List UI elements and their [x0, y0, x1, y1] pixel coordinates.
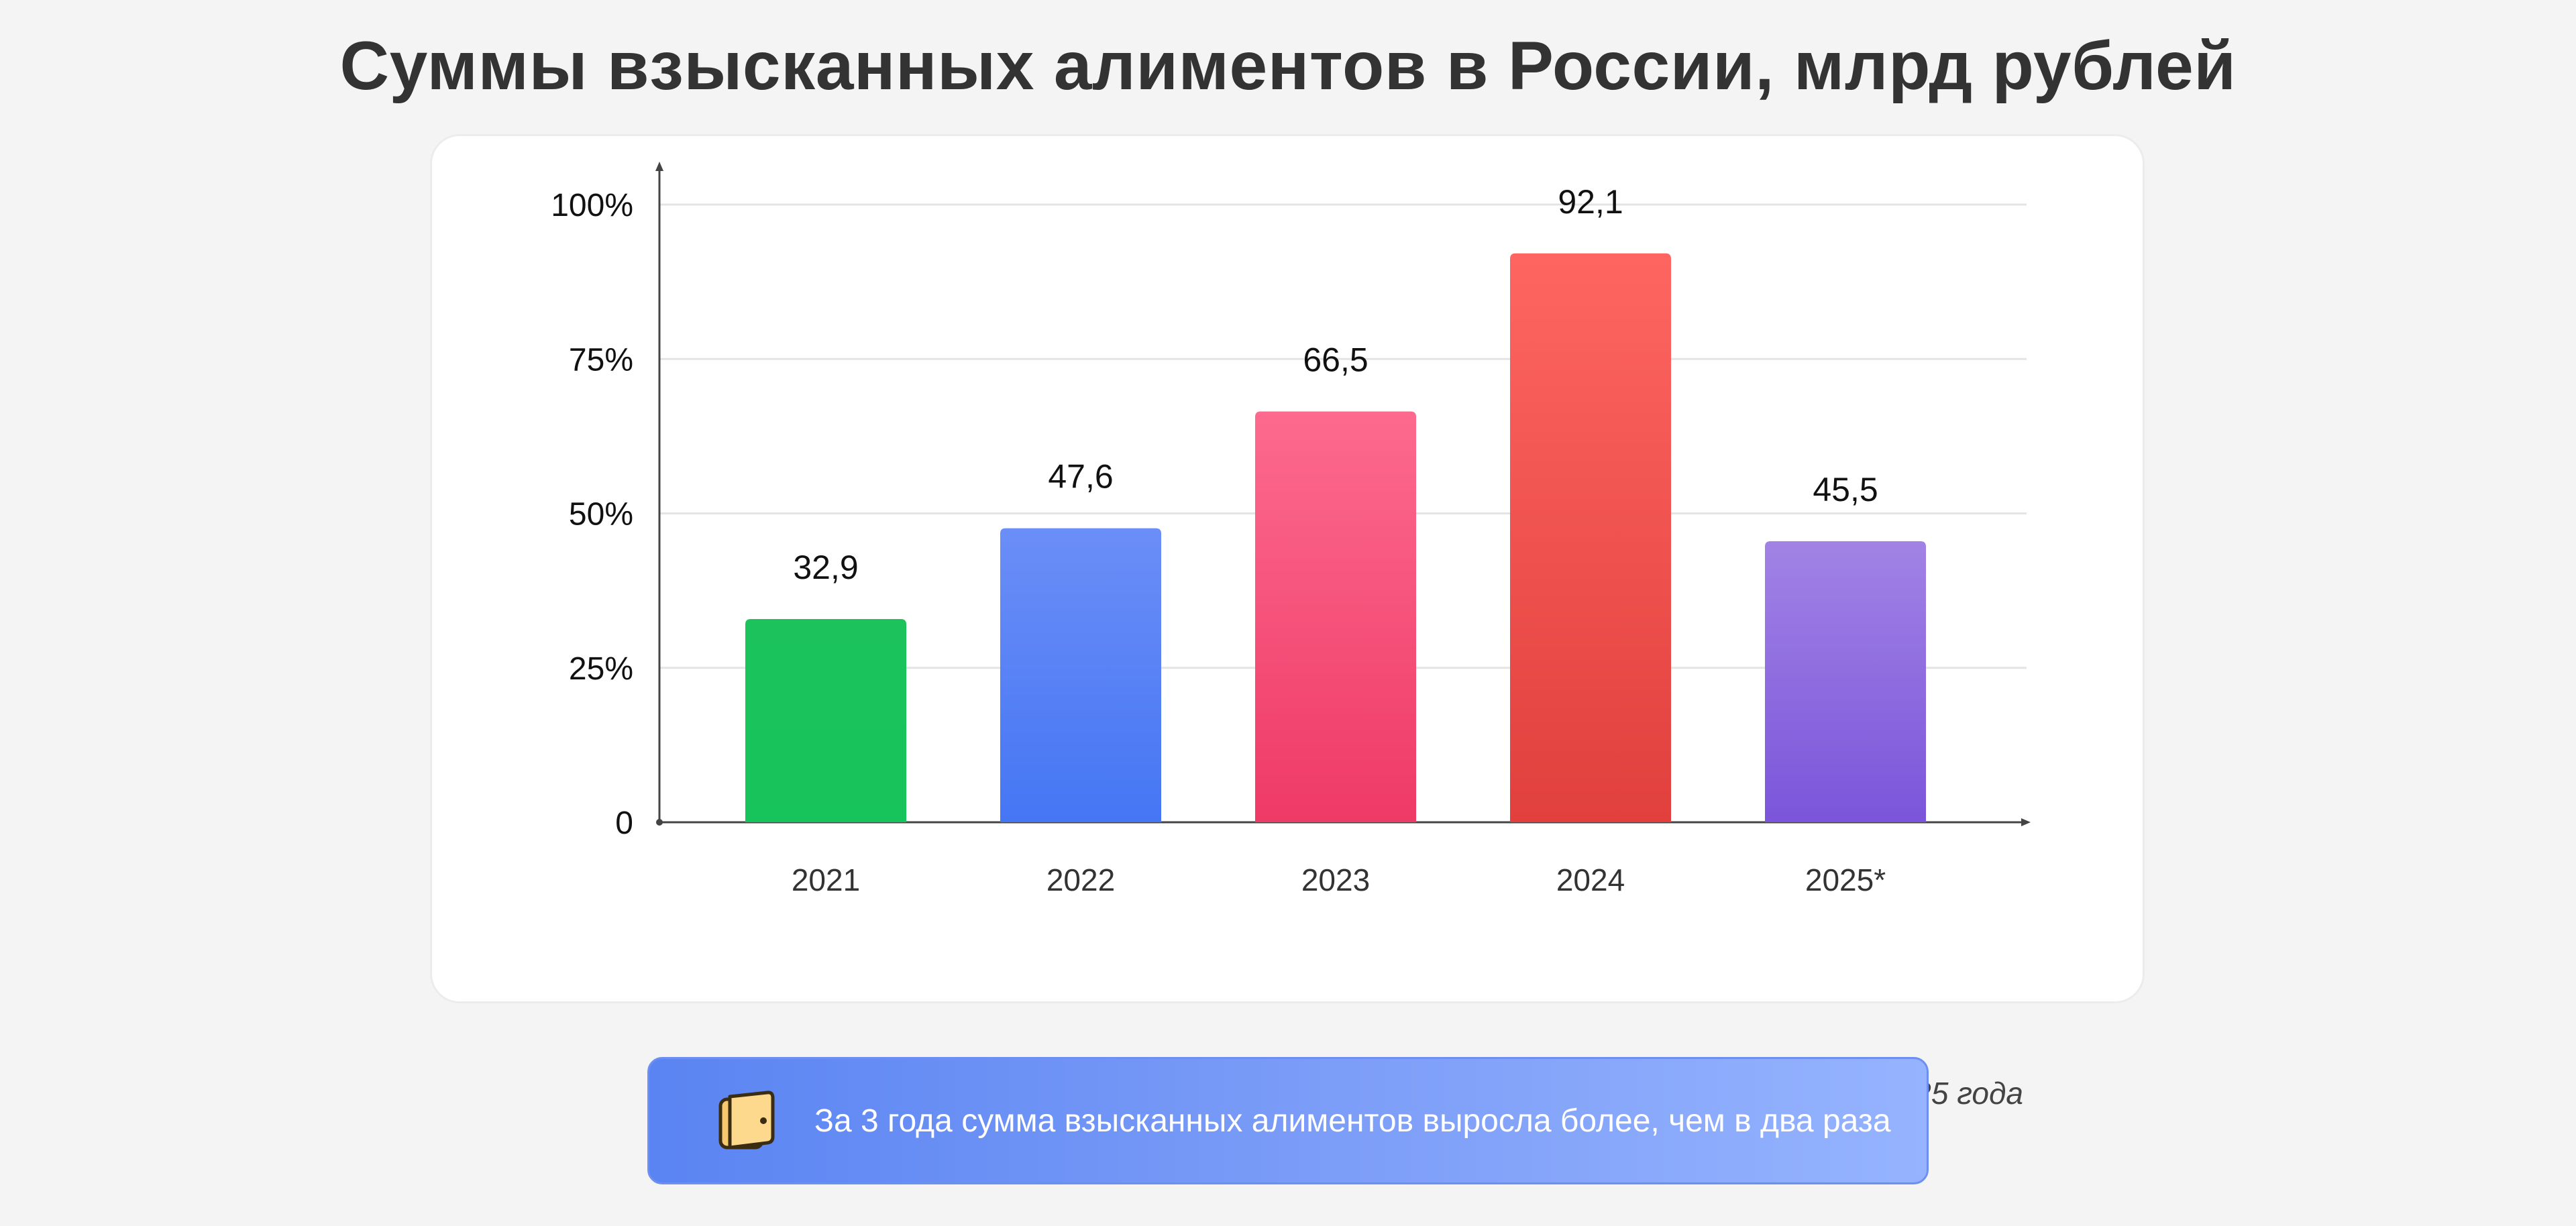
wallet-icon	[718, 1091, 775, 1150]
data-label: 66,5	[1303, 341, 1368, 379]
insight-banner: За 3 года сумма взысканных алиментов выр…	[647, 1057, 1929, 1184]
bar-2023	[1255, 411, 1416, 822]
x-tick-label: 2024	[1556, 862, 1625, 897]
x-tick-label: 2023	[1301, 862, 1370, 897]
chart-card: 0 25% 50% 75% 100% 32,9 2021 47,6 2022 66,5 2023 92…	[430, 134, 2145, 1111]
bar-2024	[1510, 253, 1671, 822]
y-tick-label: 75%	[569, 342, 633, 378]
y-tick-label: 0	[615, 805, 633, 841]
data-label: 92,1	[1558, 183, 1623, 221]
bar-2025	[1765, 541, 1926, 822]
bar-chart: 0 25% 50% 75% 100% 32,9 2021 47,6 2022 66,5 2023 92…	[551, 162, 2031, 897]
x-tick-label: 2025*	[1805, 862, 1886, 897]
y-tick-label: 100%	[551, 188, 633, 223]
data-label: 47,6	[1048, 458, 1113, 496]
axis-origin	[656, 819, 663, 826]
y-axis-arrow	[655, 162, 663, 171]
x-tick-label: 2021	[792, 862, 860, 897]
data-label: 32,9	[793, 549, 858, 586]
x-tick-label: 2022	[1046, 862, 1115, 897]
bar-2022	[1000, 528, 1161, 822]
x-axis-arrow	[2021, 818, 2031, 826]
bar-2021	[745, 618, 906, 822]
y-tick-label: 50%	[569, 497, 633, 533]
data-label: 45,5	[1813, 471, 1878, 508]
y-tick-label: 25%	[569, 651, 633, 687]
page-title: Суммы взысканных алиментов в России, млр…	[339, 27, 2237, 104]
banner-text: За 3 года сумма взысканных алиментов выр…	[814, 1103, 1891, 1139]
